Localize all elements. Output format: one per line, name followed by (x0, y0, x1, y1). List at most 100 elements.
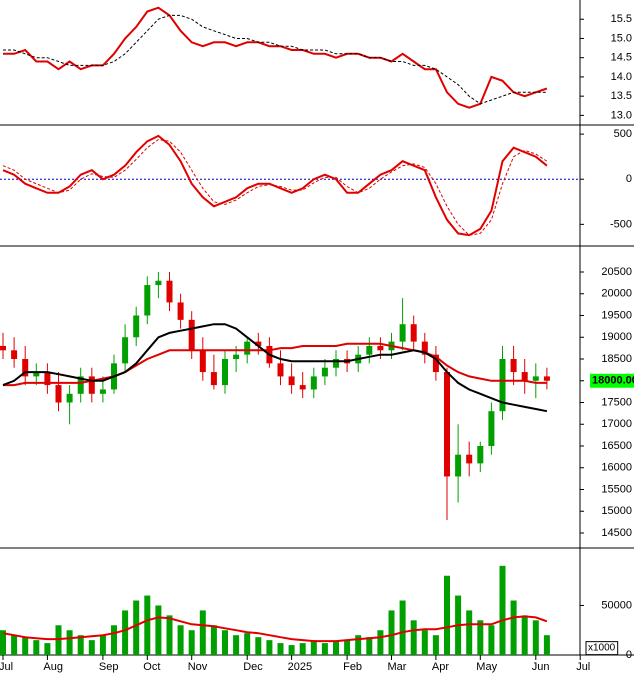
y-tick-label: 14.5 (611, 52, 632, 64)
volume-bar (521, 615, 528, 655)
volume-bar (122, 610, 129, 655)
y-tick-label: 13.5 (611, 90, 632, 102)
candle-body (499, 359, 506, 412)
candle-body (366, 345, 373, 355)
volume-bar (66, 630, 73, 655)
volume-bar (177, 625, 184, 655)
x-tick-label: 2025 (288, 661, 312, 673)
candle-body (0, 345, 6, 351)
y-tick-label: 18500 (601, 353, 632, 365)
volume-bar (88, 640, 95, 655)
volume-bar (410, 620, 417, 655)
candle-body (377, 345, 384, 351)
volume-bar (210, 625, 217, 655)
volume-bar (77, 635, 84, 655)
volume-bar (477, 620, 484, 655)
x-tick-label: May (476, 661, 497, 673)
last-price-label: 18000.00 (592, 375, 634, 387)
volume-bar (155, 605, 162, 655)
y-tick-label: 15500 (601, 483, 632, 495)
volume-bar (299, 643, 306, 655)
candle-body (277, 363, 284, 377)
candle-body (510, 359, 517, 373)
volume-bar (510, 600, 517, 655)
candle-body (22, 359, 29, 377)
candle-body (521, 372, 528, 381)
volume-bar (344, 640, 351, 655)
volume-bar (399, 600, 406, 655)
candle-body (244, 341, 251, 355)
y-tick-label: 13.0 (611, 109, 632, 121)
volume-bar (199, 610, 206, 655)
candle-body (133, 315, 140, 338)
volume-bar (333, 641, 339, 655)
y-tick-label: 19500 (601, 309, 632, 321)
candle-body (199, 350, 206, 373)
candle-body (532, 376, 539, 381)
candle-body (543, 376, 550, 381)
candle-body (188, 319, 195, 351)
candle-body (466, 454, 473, 464)
unit-box (585, 641, 619, 656)
x-tick-label: Dec (243, 661, 263, 673)
volume-bar (499, 565, 506, 655)
volume-bar (44, 643, 51, 655)
series-line (2, 615, 548, 643)
volume-bar (144, 595, 151, 655)
y-tick-label: -500 (610, 218, 632, 230)
x-tick-label: Jun (532, 661, 550, 673)
candle-body (222, 359, 228, 386)
candle-body (455, 454, 462, 477)
candle-body (310, 376, 317, 390)
candle-body (477, 445, 484, 464)
x-tick-label: Oct (143, 661, 160, 673)
y-tick-label: 16500 (601, 440, 632, 452)
volume-bar (321, 643, 328, 655)
x-tick-label: Jul (576, 661, 590, 673)
candle-body (44, 372, 51, 386)
volume-bar (55, 625, 62, 655)
unit-label: x1000 (588, 643, 616, 654)
volume-bar (22, 637, 29, 655)
volume-bar (355, 635, 362, 655)
series-line (2, 323, 548, 413)
volume-bar (421, 630, 428, 655)
volume-bar (466, 610, 473, 655)
volume-bar (222, 630, 228, 655)
candle-body (122, 337, 129, 364)
y-tick-label: 0 (626, 173, 632, 185)
x-tick-label: Apr (432, 661, 449, 673)
y-tick-label: 19000 (601, 331, 632, 343)
candle-body (210, 372, 217, 386)
candle-body (488, 411, 495, 446)
volume-bar (366, 637, 373, 655)
volume-bar (244, 633, 251, 655)
candle-body (399, 324, 406, 342)
volume-bar (166, 615, 173, 655)
x-tick-label: Jul (0, 661, 13, 673)
candle-body (299, 385, 306, 390)
volume-bar (488, 625, 495, 655)
candle-body (55, 385, 62, 403)
candle-body (410, 324, 417, 342)
y-tick-label: 15000 (601, 505, 632, 517)
volume-bar (388, 610, 395, 655)
volume-bar (266, 640, 273, 655)
series-line (3, 6, 548, 109)
volume-bar (11, 635, 18, 655)
volume-bar (444, 575, 450, 655)
y-tick-label: 14.0 (611, 71, 632, 83)
candle-body (166, 280, 173, 303)
y-tick-label: 50000 (601, 599, 632, 611)
x-tick-label: Aug (43, 661, 63, 673)
volume-bar (532, 620, 539, 655)
candle-body (321, 367, 328, 377)
y-tick-label: 20500 (601, 266, 632, 278)
series-line (2, 138, 548, 236)
candle-body (255, 341, 262, 346)
candle-body (288, 376, 295, 386)
volume-bar (543, 635, 550, 655)
candle-body (177, 302, 184, 320)
